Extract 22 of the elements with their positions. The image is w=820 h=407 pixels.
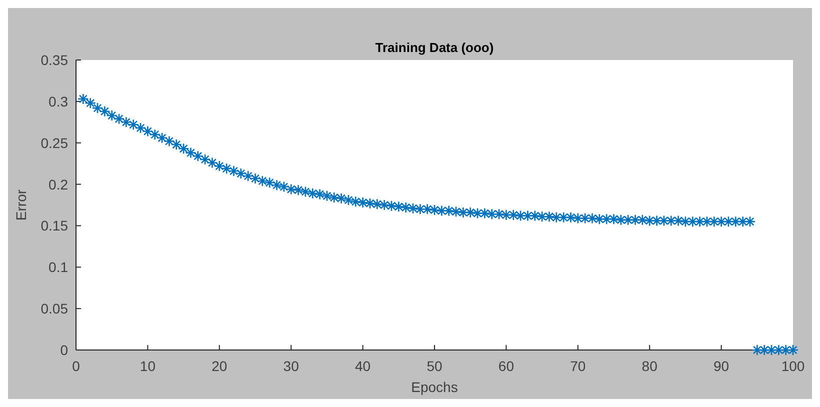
y-tick-label: 0.25: [40, 134, 68, 151]
x-tick-label: 0: [72, 358, 80, 374]
x-tick-label: 80: [642, 358, 658, 374]
x-tick-label: 40: [355, 358, 371, 374]
y-tick-label: 0.05: [40, 300, 68, 317]
y-tick-label: 0.2: [48, 176, 68, 192]
y-tick-label: 0.1: [48, 259, 68, 276]
x-tick-label: 90: [714, 358, 730, 374]
x-tick-label: 50: [426, 358, 442, 374]
y-tick-label: 0: [60, 342, 68, 358]
x-tick-label: 70: [570, 358, 586, 374]
x-tick-label: 100: [781, 358, 805, 374]
x-tick-label: 20: [212, 358, 228, 374]
y-tick-label: 0.15: [40, 218, 68, 234]
x-tick-label: 10: [140, 358, 156, 374]
y-axis-title: Error: [13, 189, 29, 221]
chart-title: Training Data (ooo): [375, 40, 494, 55]
x-axis-title: Epochs: [411, 379, 458, 395]
x-tick-label: 60: [498, 358, 514, 374]
y-tick-label: 0.35: [40, 52, 68, 68]
y-tick-label: 0.3: [48, 93, 68, 110]
x-tick-label: 30: [283, 358, 300, 374]
